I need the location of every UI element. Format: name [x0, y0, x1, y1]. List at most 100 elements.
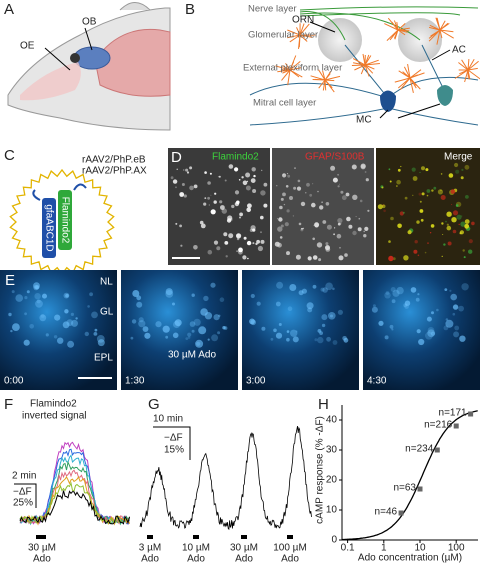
- cell: [277, 242, 282, 248]
- cell: [286, 330, 290, 333]
- cell: [330, 165, 336, 171]
- stimulus-label: Ado: [33, 554, 51, 564]
- cell: [219, 297, 225, 303]
- cell: [417, 254, 420, 257]
- cell: [363, 230, 366, 233]
- mitral-cell: [437, 85, 453, 106]
- x-tick-label: 100: [448, 543, 465, 554]
- cell: [35, 285, 40, 290]
- cell: [210, 282, 216, 288]
- cell: [219, 200, 223, 204]
- cell: [341, 195, 347, 201]
- glomerulus: [318, 18, 362, 62]
- cell: [325, 282, 333, 291]
- cell: [189, 166, 193, 170]
- cell: [23, 339, 30, 346]
- cell: [57, 337, 64, 344]
- cell: [218, 314, 221, 317]
- cell: [328, 312, 336, 320]
- cell: [208, 204, 210, 206]
- cell: [155, 321, 162, 328]
- cell: [388, 168, 391, 171]
- sensor-label: Flamindo2: [59, 197, 70, 244]
- cell: [445, 319, 454, 328]
- image-label: Merge: [444, 152, 473, 163]
- cell: [75, 317, 78, 320]
- cell: [337, 218, 343, 224]
- y-tick-label: 40: [326, 415, 338, 426]
- cell: [180, 244, 183, 247]
- cell: [317, 329, 322, 333]
- cell: [250, 293, 255, 299]
- cell: [183, 194, 187, 198]
- cell: [396, 185, 398, 187]
- ob-label: OB: [82, 17, 97, 28]
- cell: [216, 246, 221, 251]
- cell: [311, 202, 316, 208]
- cell: [238, 249, 243, 255]
- cell: [289, 196, 293, 200]
- cell: [384, 335, 389, 340]
- cell: [397, 223, 402, 229]
- cell: [295, 254, 301, 260]
- image: [121, 270, 238, 390]
- cell: [187, 336, 191, 339]
- cell: [389, 180, 392, 183]
- cell: [97, 339, 105, 347]
- image-label: Flamindo2: [212, 152, 259, 163]
- cell: [360, 164, 366, 170]
- cell: [390, 216, 394, 221]
- cell: [175, 186, 177, 189]
- nasal-cavity: [20, 62, 81, 101]
- cell: [307, 307, 313, 313]
- cell: [385, 291, 390, 295]
- cell: [224, 179, 227, 182]
- cell: [420, 218, 424, 222]
- cell: [217, 331, 221, 335]
- cell: [234, 167, 239, 172]
- cell: [213, 240, 219, 245]
- cell: [231, 204, 235, 209]
- cell: [365, 178, 369, 182]
- cell: [239, 216, 241, 219]
- cell: [344, 253, 348, 257]
- cell: [313, 224, 315, 226]
- cell: [298, 222, 302, 226]
- cell: [396, 286, 404, 295]
- cell: [412, 176, 418, 181]
- cell: [70, 312, 74, 316]
- cell: [287, 174, 291, 178]
- cell: [207, 196, 211, 200]
- cell: [352, 194, 358, 200]
- cell: [183, 169, 185, 171]
- cell: [345, 192, 350, 197]
- astrocytes: [275, 17, 480, 94]
- cell: [87, 305, 90, 308]
- image-label: GFAP/S100B: [305, 152, 365, 163]
- cell: [301, 227, 303, 230]
- cell: [165, 335, 169, 339]
- cell: [452, 229, 457, 234]
- panel-d-labels: D Flamindo2 GFAP/S100B Merge: [171, 149, 473, 259]
- cell: [391, 328, 394, 331]
- cell: [170, 176, 174, 180]
- y-tick-label: 10: [326, 505, 338, 516]
- cell: [191, 329, 195, 333]
- cell: [255, 242, 258, 246]
- cell: [396, 179, 401, 185]
- cell: [452, 210, 459, 216]
- cell: [464, 223, 470, 229]
- cell: [251, 167, 256, 172]
- cell: [172, 302, 175, 306]
- cell: [252, 189, 257, 193]
- cell: [468, 249, 473, 254]
- cell: [242, 255, 247, 260]
- data-point: [398, 510, 404, 516]
- cell: [280, 224, 284, 228]
- x-tick-label: 0.1: [341, 543, 355, 554]
- cell: [445, 220, 447, 223]
- stimulus-bar: [241, 535, 247, 539]
- cell: [218, 175, 221, 178]
- vector-label: rAAV2/PhP.AX: [82, 166, 147, 177]
- stimulus-bar: [147, 535, 153, 539]
